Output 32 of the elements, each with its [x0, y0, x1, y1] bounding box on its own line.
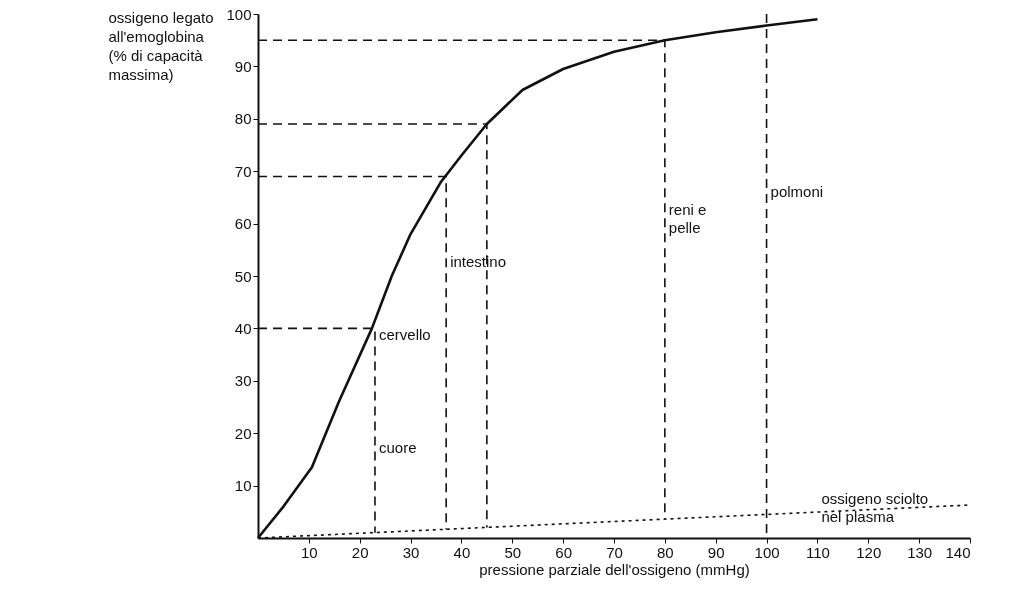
annotation: intestino	[450, 253, 507, 270]
x-tick-label: 130	[907, 543, 933, 561]
y-tick-label: 80	[234, 110, 252, 128]
y-tick-label: 10	[234, 477, 252, 495]
x-tick-label: 80	[657, 543, 674, 561]
x-tick-label: 50	[504, 543, 522, 561]
x-tick-label: 100	[754, 543, 780, 561]
y-tick-label: 100	[226, 5, 252, 23]
y-tick-label: 90	[234, 57, 252, 75]
y-tick-label: 60	[234, 215, 252, 233]
x-tick-label: 70	[606, 543, 623, 561]
x-tick-label: 90	[707, 543, 725, 561]
y-tick-label: 70	[234, 162, 252, 180]
ref-line-label: polmoni	[770, 183, 824, 200]
annotation: cuore	[378, 439, 417, 457]
x-tick-label: 40	[453, 543, 471, 561]
y-tick-label: 50	[234, 267, 252, 285]
x-tick-label: 10	[301, 543, 318, 561]
x-tick-label: 120	[856, 543, 882, 561]
x-axis-title: pressione parziale dell'ossigeno (mmHg)	[479, 560, 750, 578]
y-tick-label: 30	[234, 372, 252, 390]
annotation: cervello	[378, 326, 431, 344]
y-axis-title: ossigeno legato all'emoglobina (% di capacità massima)	[108, 8, 214, 83]
x-tick-label: 140	[945, 543, 971, 561]
y-tick-label: 40	[234, 319, 252, 337]
x-tick-label: 60	[555, 543, 572, 561]
x-tick-label: 110	[805, 543, 830, 561]
annotation: reni e pelle	[668, 200, 707, 236]
x-tick-label: 30	[402, 543, 420, 561]
annotation: ossigeno sciolto nel plasma	[821, 490, 929, 526]
x-tick-label: 20	[351, 543, 369, 561]
y-tick-label: 20	[234, 424, 252, 442]
